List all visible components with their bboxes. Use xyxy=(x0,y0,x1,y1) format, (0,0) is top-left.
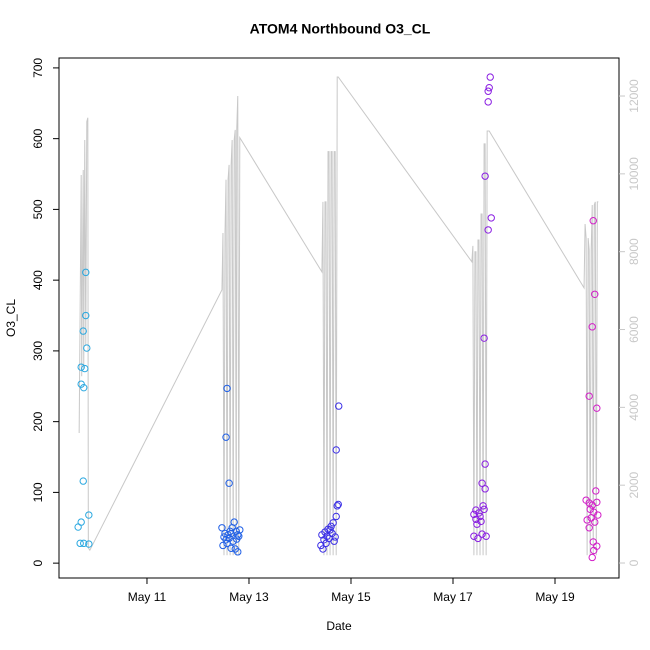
y2-tick-label: 2000 xyxy=(627,472,641,499)
data-point xyxy=(475,509,483,517)
data-point xyxy=(222,433,230,441)
data-point xyxy=(585,392,593,400)
y2-tick-label: 6000 xyxy=(627,316,641,343)
y-tick-label: 0 xyxy=(31,559,45,566)
data-point xyxy=(80,539,88,548)
data-point xyxy=(77,363,85,371)
data-point xyxy=(79,477,87,485)
altitude-line xyxy=(78,76,599,556)
data-point xyxy=(79,327,87,335)
data-point xyxy=(473,520,481,528)
data-point xyxy=(219,541,227,550)
data-point xyxy=(478,530,486,538)
data-point xyxy=(74,523,82,531)
data-point xyxy=(470,532,478,540)
data-point xyxy=(588,323,596,331)
data-point xyxy=(583,516,591,524)
data-point xyxy=(218,524,226,532)
data-point xyxy=(484,98,492,106)
data-point xyxy=(592,487,600,495)
data-point xyxy=(482,532,490,540)
x-axis-label: Date xyxy=(326,619,352,633)
x-tick-label: May 17 xyxy=(433,590,473,604)
data-point xyxy=(76,539,84,548)
data-point xyxy=(234,531,242,539)
y-tick-label: 300 xyxy=(31,341,45,361)
data-point xyxy=(594,511,602,519)
y-tick-label: 200 xyxy=(31,411,45,431)
data-point xyxy=(234,548,242,556)
data-point xyxy=(590,546,598,555)
data-point xyxy=(332,446,340,454)
data-point xyxy=(589,217,597,225)
data-point xyxy=(332,512,340,521)
y-tick-label: 700 xyxy=(31,58,45,78)
data-point xyxy=(588,553,596,562)
plot-frame xyxy=(58,57,620,579)
data-point xyxy=(591,290,599,298)
data-point xyxy=(585,524,593,532)
data-point xyxy=(478,479,486,487)
data-point xyxy=(83,344,91,352)
data-point xyxy=(230,518,238,526)
data-point xyxy=(227,529,235,538)
data-point xyxy=(81,364,89,373)
data-point xyxy=(80,383,88,392)
x-tick-label: May 15 xyxy=(331,590,371,604)
x-tick-label: May 19 xyxy=(535,590,575,604)
y2-tick-label: 4000 xyxy=(627,394,641,421)
data-point xyxy=(317,541,325,550)
y2-tick-label: 12000 xyxy=(627,79,641,113)
data-point xyxy=(485,84,493,92)
data-point xyxy=(480,505,488,514)
data-point xyxy=(487,214,495,222)
data-point xyxy=(327,522,335,531)
data-point xyxy=(587,514,595,522)
y-tick-label: 600 xyxy=(31,128,45,148)
data-point xyxy=(319,545,327,553)
data-point xyxy=(593,498,601,506)
data-point xyxy=(486,73,494,81)
y-tick-label: 500 xyxy=(31,199,45,219)
data-point xyxy=(85,511,93,519)
y2-tick-label: 8000 xyxy=(627,238,641,265)
data-point xyxy=(589,538,597,546)
data-point xyxy=(331,533,339,541)
data-point xyxy=(479,502,487,510)
y-tick-label: 400 xyxy=(31,270,45,290)
data-point xyxy=(223,384,231,393)
data-point xyxy=(335,402,343,410)
x-tick-label: May 11 xyxy=(128,590,167,604)
data-point xyxy=(476,512,484,521)
data-point xyxy=(85,540,93,548)
data-point xyxy=(320,536,328,544)
y2-tick-label: 0 xyxy=(627,559,641,566)
y-tick-label: 100 xyxy=(31,482,45,502)
data-point xyxy=(329,519,337,527)
data-point xyxy=(227,544,235,552)
data-point xyxy=(484,87,492,95)
data-point xyxy=(481,460,489,468)
data-point xyxy=(481,172,489,180)
data-point xyxy=(235,532,243,540)
data-point xyxy=(82,311,90,320)
data-point xyxy=(474,534,482,543)
data-point xyxy=(229,537,237,545)
data-point xyxy=(333,502,341,510)
data-point xyxy=(82,268,90,277)
data-point xyxy=(225,479,233,487)
chart-title: ATOM4 Northbound O3_CL xyxy=(250,21,431,37)
y2-tick-label: 10000 xyxy=(627,157,641,191)
data-point xyxy=(484,226,492,234)
y-axis-label: O3_CL xyxy=(4,299,18,337)
data-point xyxy=(330,537,338,545)
data-point xyxy=(593,404,601,412)
data-point xyxy=(334,500,342,509)
data-point xyxy=(480,334,488,342)
x-tick-label: May 13 xyxy=(229,590,269,604)
data-point xyxy=(481,485,489,493)
data-point xyxy=(591,518,599,526)
